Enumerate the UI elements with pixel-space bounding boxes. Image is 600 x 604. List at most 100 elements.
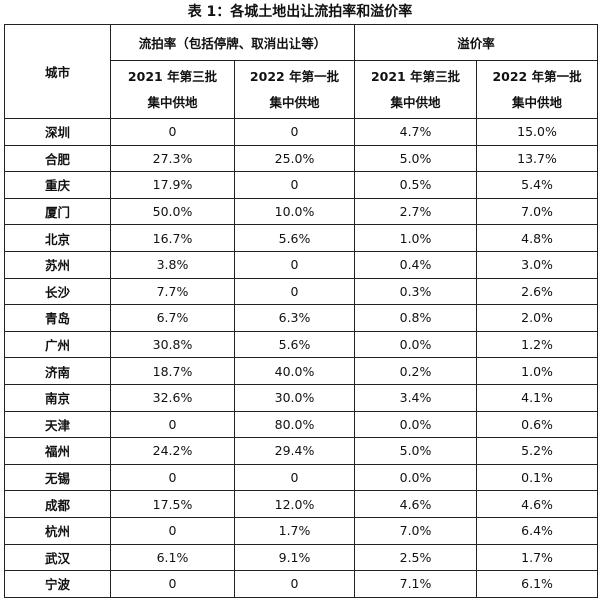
value-cell: 2.5%	[354, 543, 478, 572]
header-line: 集中供地	[512, 94, 563, 110]
header-line: 2022 年第一批	[492, 68, 582, 84]
value-cell: 0.0%	[354, 463, 478, 492]
value-cell: 50.0%	[110, 197, 235, 226]
table-row: 武汉 6.1% 9.1% 2.5% 1.7%	[4, 543, 599, 572]
value-cell: 0.8%	[354, 304, 478, 332]
value-cell: 0	[233, 171, 356, 199]
city-cell: 南京	[4, 383, 111, 412]
value-cell: 0	[110, 463, 235, 492]
value-cell: 40.0%	[233, 357, 356, 385]
table-row: 南京 32.6% 30.0% 3.4% 4.1%	[4, 383, 599, 412]
value-cell: 9.1%	[233, 543, 356, 572]
value-cell: 17.5%	[110, 490, 235, 518]
value-cell: 6.1%	[476, 570, 599, 598]
value-cell: 5.6%	[233, 224, 356, 252]
value-cell: 6.4%	[476, 516, 599, 545]
table-title: 表 1：各城土地出让流拍率和溢价率	[187, 4, 413, 20]
value-cell: 30.8%	[110, 330, 235, 359]
value-cell: 4.1%	[476, 383, 599, 412]
city-cell: 济南	[4, 357, 111, 385]
city-cell: 苏州	[4, 250, 111, 279]
value-cell: 17.9%	[110, 171, 235, 199]
table-row: 广州 30.8% 5.6% 0.0% 1.2%	[4, 330, 599, 359]
table-row: 合肥 27.3% 25.0% 5.0% 13.7%	[4, 144, 599, 173]
header-city: 城市	[4, 24, 111, 119]
city-cell: 合肥	[4, 144, 111, 173]
table-row: 济南 18.7% 40.0% 0.2% 1.0%	[4, 357, 599, 385]
value-cell: 6.7%	[110, 304, 235, 332]
table-row: 无锡 0 0 0.0% 0.1%	[4, 463, 599, 492]
value-cell: 2.6%	[476, 277, 599, 306]
city-cell: 长沙	[4, 277, 111, 306]
value-cell: 1.0%	[354, 224, 478, 252]
value-cell: 27.3%	[110, 144, 235, 173]
value-cell: 16.7%	[110, 224, 235, 252]
value-cell: 0.1%	[476, 463, 599, 492]
city-cell: 重庆	[4, 171, 111, 199]
header-column: 2021 年第三批 集中供地	[110, 60, 235, 119]
value-cell: 3.0%	[476, 250, 599, 279]
value-cell: 1.2%	[476, 330, 599, 359]
table-row: 深圳 0 0 4.7% 15.0%	[4, 118, 599, 146]
value-cell: 0	[110, 516, 235, 545]
value-cell: 30.0%	[233, 383, 356, 412]
city-cell: 宁波	[4, 570, 111, 598]
value-cell: 15.0%	[476, 118, 599, 146]
value-cell: 0	[110, 410, 235, 439]
city-cell: 武汉	[4, 543, 111, 572]
table-row: 杭州 0 1.7% 7.0% 6.4%	[4, 516, 599, 545]
header-column: 2021 年第三批 集中供地	[354, 60, 478, 119]
city-cell: 成都	[4, 490, 111, 518]
value-cell: 2.7%	[354, 197, 478, 226]
value-cell: 7.0%	[354, 516, 478, 545]
city-cell: 青岛	[4, 304, 111, 332]
table-row: 天津 0 80.0% 0.0% 0.6%	[4, 410, 599, 439]
data-table: 城市 流拍率（包括停牌、取消出让等） 溢价率 2021 年第三批 集中供地 2022…	[4, 24, 599, 598]
table-row: 厦门 50.0% 10.0% 2.7% 7.0%	[4, 197, 599, 226]
city-cell: 广州	[4, 330, 111, 359]
value-cell: 25.0%	[233, 144, 356, 173]
header-column: 2022 年第一批 集中供地	[233, 60, 356, 119]
value-cell: 24.2%	[110, 437, 235, 465]
table-row: 福州 24.2% 29.4% 5.0% 5.2%	[4, 437, 599, 465]
table-row: 成都 17.5% 12.0% 4.6% 4.6%	[4, 490, 599, 518]
value-cell: 0.3%	[354, 277, 478, 306]
value-cell: 0	[233, 250, 356, 279]
city-cell: 天津	[4, 410, 111, 439]
table-row: 苏州 3.8% 0 0.4% 3.0%	[4, 250, 599, 279]
value-cell: 0	[233, 463, 356, 492]
city-cell: 深圳	[4, 118, 111, 146]
value-cell: 4.7%	[354, 118, 478, 146]
value-cell: 3.8%	[110, 250, 235, 279]
value-cell: 5.4%	[476, 171, 599, 199]
value-cell: 0	[110, 118, 235, 146]
value-cell: 7.1%	[354, 570, 478, 598]
header-column: 2022 年第一批 集中供地	[476, 60, 599, 119]
value-cell: 0.6%	[476, 410, 599, 439]
header-line: 2021 年第三批	[127, 68, 218, 84]
table-row: 青岛 6.7% 6.3% 0.8% 2.0%	[4, 304, 599, 332]
value-cell: 6.3%	[233, 304, 356, 332]
value-cell: 0.5%	[354, 171, 478, 199]
value-cell: 5.0%	[354, 144, 478, 173]
header-line: 集中供地	[390, 94, 441, 110]
value-cell: 0	[233, 118, 356, 146]
value-cell: 6.1%	[110, 543, 235, 572]
value-cell: 18.7%	[110, 357, 235, 385]
value-cell: 1.0%	[476, 357, 599, 385]
value-cell: 4.6%	[476, 490, 599, 518]
value-cell: 0	[233, 277, 356, 306]
value-cell: 1.7%	[233, 516, 356, 545]
header-line: 集中供地	[147, 94, 198, 110]
table-row: 重庆 17.9% 0 0.5% 5.4%	[4, 171, 599, 199]
value-cell: 2.0%	[476, 304, 599, 332]
header-group: 溢价率	[354, 24, 599, 61]
header-group: 流拍率（包括停牌、取消出让等）	[109, 24, 356, 61]
value-cell: 0.4%	[354, 250, 478, 279]
city-cell: 北京	[4, 224, 111, 252]
value-cell: 32.6%	[110, 383, 235, 412]
value-cell: 0.0%	[354, 330, 478, 359]
value-cell: 1.7%	[476, 543, 599, 572]
value-cell: 80.0%	[233, 410, 356, 439]
